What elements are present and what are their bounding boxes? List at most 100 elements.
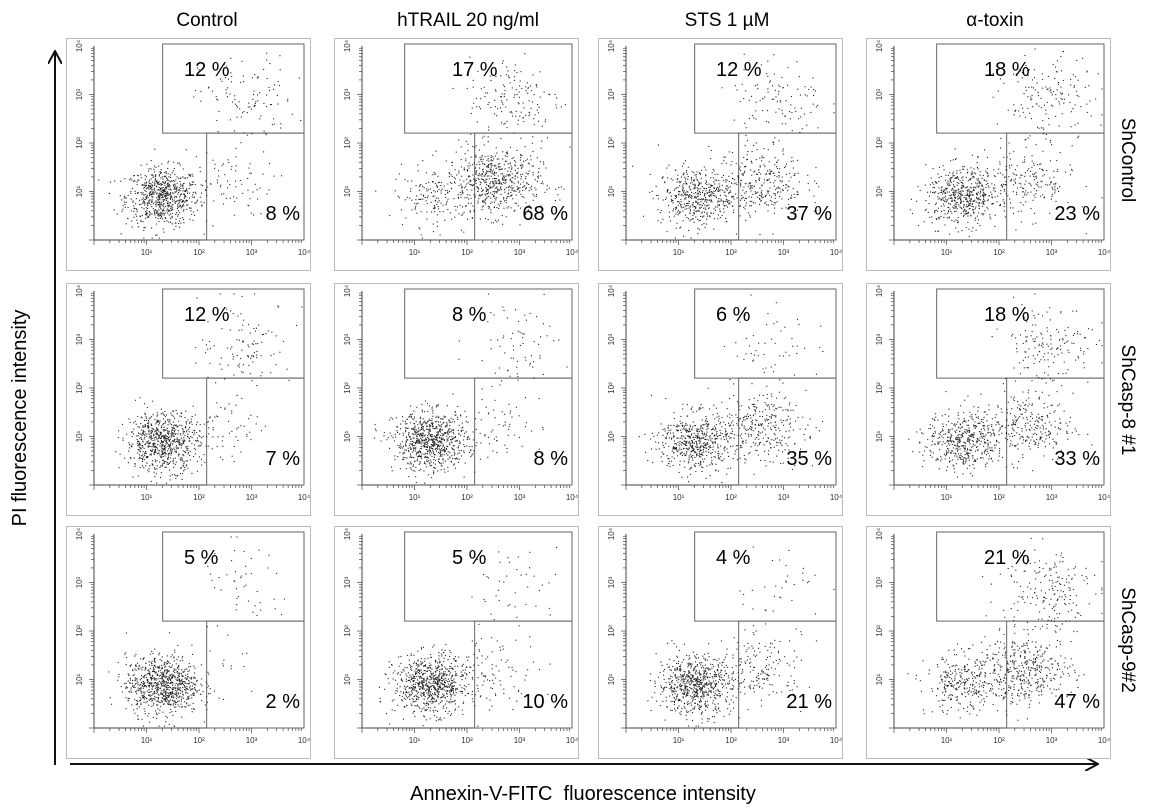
scatter-point [943, 190, 945, 192]
scatter-point [712, 168, 714, 170]
scatter-point [1086, 103, 1088, 105]
scatter-point [692, 183, 694, 185]
scatter-point [686, 194, 688, 196]
scatter-point [739, 205, 742, 207]
scatter-point [743, 172, 745, 174]
scatter-point [437, 175, 439, 177]
scatter-point [928, 195, 931, 197]
scatter-point [241, 397, 243, 399]
scatter-point [497, 189, 499, 191]
scatter-point [200, 192, 203, 194]
scatter-point [141, 193, 143, 195]
scatter-point [512, 198, 514, 200]
scatter-point [438, 181, 440, 183]
scatter-point [688, 207, 690, 209]
scatter-point [144, 444, 146, 446]
scatter-point [418, 189, 420, 191]
scatter-point [510, 171, 512, 173]
scatter-point [182, 210, 184, 212]
scatter-point [185, 445, 187, 448]
scatter-point [503, 177, 505, 179]
scatter-point [726, 179, 728, 181]
scatter-point [972, 227, 974, 229]
scatter-point [148, 195, 151, 197]
scatter-point [177, 447, 179, 449]
scatter-point [992, 187, 994, 189]
scatter-point [186, 447, 188, 449]
scatter-point [745, 205, 747, 207]
scatter-point [521, 155, 523, 157]
scatter-point [1029, 170, 1032, 172]
scatter-point [681, 207, 683, 209]
scatter-point [945, 174, 947, 176]
scatter-point [447, 183, 449, 185]
scatter-point [687, 202, 689, 205]
scatter-point [445, 196, 447, 198]
scatter-point [774, 207, 776, 209]
scatter-point [963, 166, 965, 168]
scatter-point [207, 321, 209, 323]
scatter-point [171, 206, 173, 208]
scatter-point [500, 168, 502, 170]
scatter-point [161, 214, 163, 216]
scatter-point [806, 124, 808, 126]
scatter-point [167, 210, 170, 212]
scatter-point [532, 218, 534, 220]
scatter-point [744, 208, 746, 210]
scatter-point [192, 183, 194, 186]
scatter-point [145, 197, 147, 199]
scatter-point [175, 440, 178, 442]
scatter-point [767, 75, 769, 77]
scatter-point [405, 217, 407, 219]
scatter-point [682, 210, 684, 212]
scatter-point [954, 148, 956, 150]
scatter-point [700, 182, 702, 184]
scatter-point [794, 174, 796, 176]
scatter-point [161, 441, 163, 443]
upper-gate-percentage: 12 % [716, 59, 762, 81]
scatter-point [159, 420, 161, 422]
scatter-point [169, 210, 171, 212]
scatter-point [171, 223, 173, 225]
scatter-point [472, 205, 474, 207]
scatter-point [973, 188, 975, 190]
scatter-point [193, 96, 195, 98]
scatter-point [700, 212, 702, 214]
scatter-point [167, 206, 169, 208]
scatter-point [198, 456, 200, 458]
scatter-point [503, 207, 505, 209]
scatter-point [1042, 78, 1044, 80]
scatter-point [279, 351, 281, 353]
scatter-point [505, 179, 507, 181]
scatter-point [485, 92, 487, 94]
scatter-point [506, 155, 508, 158]
scatter-point [514, 202, 516, 204]
scatter-point [114, 180, 116, 182]
scatter-point [1031, 160, 1033, 162]
scatter-point [750, 187, 752, 189]
scatter-point [124, 197, 126, 199]
scatter-point [954, 196, 956, 198]
scatter-point [491, 171, 493, 173]
scatter-point [975, 201, 977, 203]
scatter-point [473, 209, 475, 211]
scatter-point [236, 355, 238, 357]
scatter-point [256, 189, 258, 191]
scatter-point [493, 181, 495, 183]
scatter-point [985, 186, 987, 188]
scatter-point [509, 111, 511, 113]
scatter-point [697, 192, 699, 194]
scatter-point [500, 75, 502, 77]
scatter-point [778, 174, 780, 177]
scatter-point [556, 107, 558, 109]
scatter-point [216, 119, 218, 121]
scatter-point [492, 182, 494, 184]
scatter-point [463, 169, 465, 171]
scatter-point [182, 168, 184, 170]
scatter-point [240, 142, 242, 144]
scatter-point [999, 204, 1001, 206]
scatter-point [540, 205, 542, 207]
scatter-point [673, 215, 675, 217]
scatter-point [151, 200, 153, 202]
scatter-point [178, 177, 180, 179]
